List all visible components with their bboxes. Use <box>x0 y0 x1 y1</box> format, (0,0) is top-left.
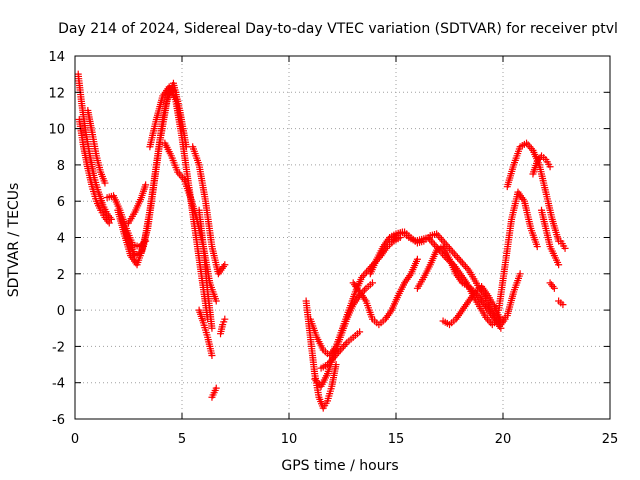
x-tick-label: 25 <box>602 432 619 447</box>
x-tick-label: 15 <box>388 432 405 447</box>
data-points <box>74 70 569 412</box>
data-point <box>413 255 421 263</box>
data-point-interp <box>524 141 532 149</box>
y-tick-label: -2 <box>52 340 65 355</box>
data-point-interp <box>462 263 470 271</box>
data-point <box>101 179 109 187</box>
y-tick-label: 4 <box>57 232 65 247</box>
x-tick-label: 5 <box>178 432 186 447</box>
data-point <box>497 324 505 332</box>
y-tick-label: 2 <box>57 268 65 283</box>
data-point <box>356 328 364 336</box>
y-tick-label: -6 <box>52 413 65 428</box>
data-point <box>458 259 466 267</box>
y-tick-label: 8 <box>57 159 65 174</box>
data-point <box>212 384 220 392</box>
data-point-interp <box>434 232 442 240</box>
data-point <box>105 219 113 227</box>
data-point <box>546 163 554 171</box>
y-axis-label: SDTVAR / TECUs <box>6 183 22 298</box>
chart-title: Day 214 of 2024, Sidereal Day-to-day VTE… <box>58 21 618 37</box>
data-point-interp <box>457 257 465 265</box>
data-point-interp <box>338 344 346 352</box>
data-point <box>212 297 220 305</box>
data-point-interp <box>437 235 445 243</box>
x-tick-label: 0 <box>71 432 79 447</box>
y-tick-label: 6 <box>57 195 65 210</box>
data-point <box>533 243 541 251</box>
data-point <box>221 261 229 269</box>
data-point-interp <box>341 341 349 349</box>
axis-ticks: 0 5 10 15 20 25 -6 -4 -2 0 2 4 6 8 10 12 14 <box>48 50 618 447</box>
data-point-interp <box>460 261 468 269</box>
data-point-interp <box>429 239 437 247</box>
data-point <box>559 301 567 309</box>
data-point <box>208 351 216 359</box>
y-tick-label: -4 <box>52 377 65 392</box>
data-point-interp <box>450 250 458 258</box>
data-point <box>368 279 376 287</box>
data-point <box>142 181 150 189</box>
data-point <box>516 270 524 278</box>
y-tick-label: 14 <box>48 50 65 65</box>
data-point-interp <box>454 253 462 261</box>
data-point <box>550 284 558 292</box>
data-point <box>311 375 319 383</box>
data-point <box>555 261 563 269</box>
x-tick-label: 10 <box>281 432 298 447</box>
data-point <box>208 324 216 332</box>
x-tick-label: 20 <box>495 432 512 447</box>
data-point <box>561 244 569 252</box>
y-tick-label: 0 <box>57 304 65 319</box>
y-tick-label: 10 <box>48 123 65 138</box>
y-tick-label: 12 <box>48 86 65 101</box>
x-axis-label: GPS time / hours <box>281 458 398 474</box>
data-point-interp <box>177 172 185 180</box>
data-point <box>452 252 460 260</box>
data-point-interp <box>455 255 463 263</box>
data-point <box>221 315 229 323</box>
